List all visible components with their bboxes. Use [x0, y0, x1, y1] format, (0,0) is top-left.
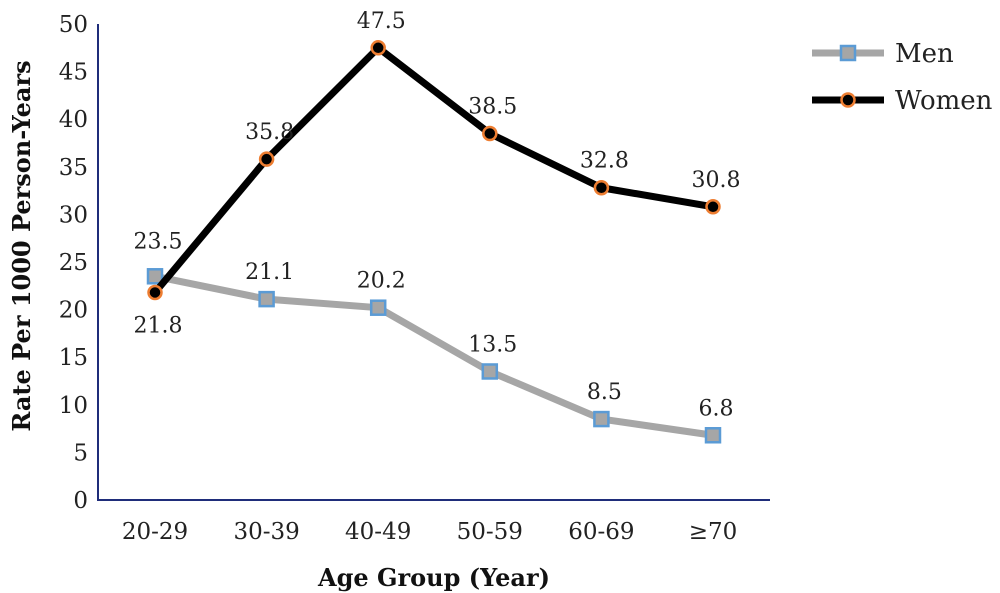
women-point	[593, 179, 610, 196]
men-point	[369, 299, 387, 316]
x-tick-label: 60-69	[568, 519, 634, 545]
women-data-label: 47.5	[357, 9, 406, 34]
men-data-label: 21.1	[245, 260, 294, 285]
men-point	[258, 290, 275, 308]
women-data-label: 21.8	[134, 313, 183, 338]
data-labels: 23.5 21.1 20.2 13.5 8.5 6.8 21.8 35.8 47.5 38.5 32…	[134, 9, 741, 421]
x-axis-title: Age Group (Year)	[317, 563, 550, 592]
y-tick-label: 0	[73, 488, 88, 514]
y-axis-title: Rate Per 1000 Person-Years	[7, 60, 36, 431]
y-tick-label: 50	[59, 12, 88, 38]
men-data-label: 23.5	[134, 229, 183, 254]
women-data-label: 35.8	[245, 120, 294, 145]
men-data-label: 20.2	[357, 269, 406, 294]
women-point	[482, 125, 498, 142]
men-legend-label: Men	[895, 39, 954, 69]
y-tick-label: 45	[59, 60, 88, 86]
x-tick-labels: 20-29 30-39 40-49 50-59 60-69 ≥70	[122, 519, 737, 545]
x-tick-label: 20-29	[122, 519, 188, 545]
women-point	[705, 199, 721, 215]
series-group	[146, 40, 722, 444]
y-tick-label: 20	[59, 298, 88, 324]
men-point	[704, 427, 722, 444]
men-data-label: 13.5	[468, 332, 517, 357]
axes	[97, 24, 770, 501]
y-tick-label: 10	[59, 393, 88, 419]
y-tick-label: 40	[59, 107, 88, 133]
men-legend-marker	[839, 44, 857, 62]
x-tick-label: 50-59	[457, 519, 523, 545]
x-tick-label: ≥70	[689, 519, 738, 545]
men-series-line	[151, 272, 717, 439]
women-point	[147, 284, 163, 301]
men-point	[146, 268, 164, 285]
women-point	[370, 40, 386, 56]
women-series-line	[151, 44, 717, 296]
women-point	[258, 151, 275, 167]
y-tick-label: 25	[59, 250, 88, 276]
women-data-label: 30.8	[692, 168, 741, 193]
women-legend-marker	[840, 92, 856, 108]
men-point	[481, 363, 499, 380]
women-data-label: 38.5	[468, 94, 517, 119]
men-data-label: 8.5	[587, 380, 622, 405]
legend: Men Women	[812, 39, 993, 116]
x-tick-label: 40-49	[345, 519, 411, 545]
y-tick-labels: 0 5 10 15 20 25 30 35 40 45 50	[59, 12, 88, 514]
men-point	[593, 410, 610, 428]
women-data-label: 32.8	[580, 149, 629, 174]
y-tick-label: 35	[59, 155, 88, 181]
x-tick-label: 30-39	[233, 519, 299, 545]
women-legend-label: Women	[895, 86, 993, 116]
y-tick-label: 15	[59, 345, 88, 371]
y-tick-label: 5	[73, 440, 88, 466]
men-data-label: 6.8	[699, 396, 734, 421]
y-tick-label: 30	[59, 202, 88, 228]
